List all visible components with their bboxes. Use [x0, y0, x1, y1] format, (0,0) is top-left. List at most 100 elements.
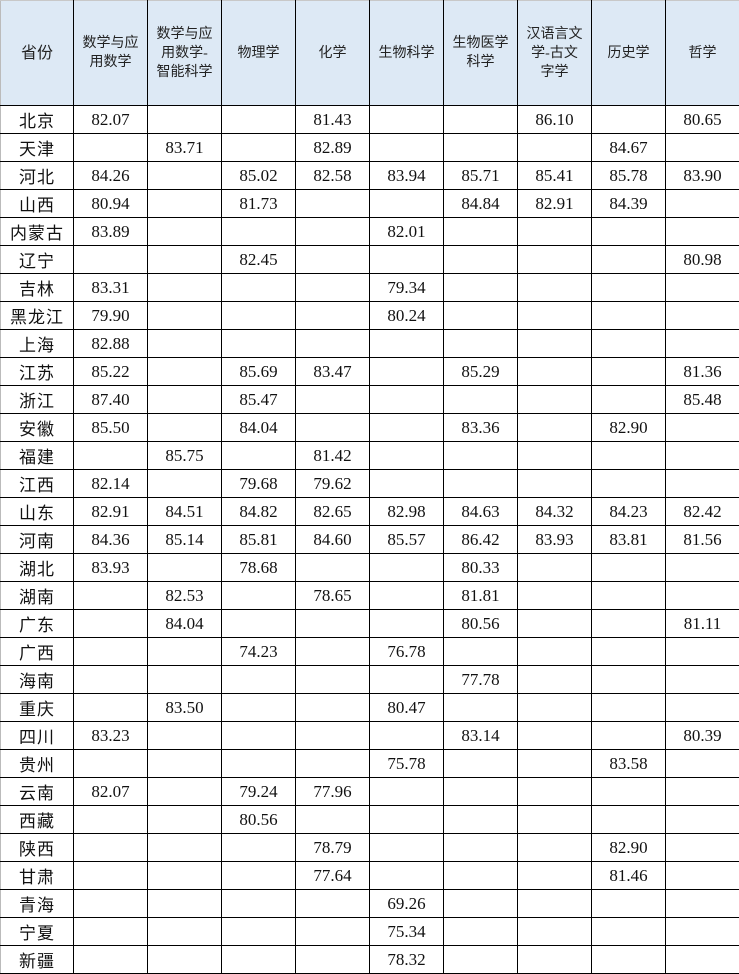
score-cell [147, 357, 222, 386]
score-cell [221, 693, 296, 722]
score-cell: 85.78 [591, 161, 666, 190]
score-cell: 83.89 [73, 217, 148, 246]
score-cell: 78.32 [369, 945, 444, 974]
score-cell [517, 777, 592, 806]
table-row: 湖南 82.53 78.65 81.81 [0, 581, 739, 610]
score-cell [147, 161, 222, 190]
score-cell: 83.50 [147, 693, 222, 722]
province-cell: 青海 [0, 889, 74, 918]
score-cell: 79.24 [221, 777, 296, 806]
score-cell [665, 777, 739, 806]
score-cell [443, 105, 518, 134]
score-cell [147, 749, 222, 778]
score-cell [295, 749, 370, 778]
province-cell: 辽宁 [0, 245, 74, 274]
score-cell: 85.22 [73, 357, 148, 386]
score-cell: 82.65 [295, 497, 370, 526]
score-cell: 74.23 [221, 637, 296, 666]
score-cell [73, 917, 148, 946]
score-cell [665, 833, 739, 862]
table-body: 北京 82.07 81.43 86.10 80.65 天津 83.71 82.89 84.67 河… [0, 105, 739, 974]
province-cell: 湖北 [0, 553, 74, 582]
score-cell: 83.81 [591, 525, 666, 554]
score-cell [591, 245, 666, 274]
score-cell [221, 133, 296, 162]
score-cell [591, 469, 666, 498]
score-cell [517, 721, 592, 750]
table-row: 四川 83.23 83.14 80.39 [0, 721, 739, 750]
score-cell: 83.94 [369, 161, 444, 190]
score-cell [369, 777, 444, 806]
score-cell: 82.58 [295, 161, 370, 190]
score-cell [369, 609, 444, 638]
score-cell [147, 805, 222, 834]
score-cell [591, 105, 666, 134]
province-cell: 北京 [0, 105, 74, 134]
score-cell [591, 553, 666, 582]
score-cell [295, 301, 370, 330]
score-cell: 82.01 [369, 217, 444, 246]
score-cell: 81.42 [295, 441, 370, 470]
score-cell [443, 917, 518, 946]
score-cell [517, 637, 592, 666]
score-cell [295, 917, 370, 946]
score-cell [517, 945, 592, 974]
score-cell: 69.26 [369, 889, 444, 918]
header-chinese-paleography: 汉语言文 学-古文 字学 [517, 0, 592, 106]
score-cell [443, 133, 518, 162]
score-cell: 85.81 [221, 525, 296, 554]
score-cell [591, 889, 666, 918]
table-row: 重庆 83.50 80.47 [0, 693, 739, 722]
score-cell [665, 917, 739, 946]
score-cell [295, 329, 370, 358]
score-cell [221, 749, 296, 778]
score-cell [665, 693, 739, 722]
score-cell [591, 385, 666, 414]
province-cell: 吉林 [0, 273, 74, 302]
score-cell [295, 385, 370, 414]
score-cell [591, 637, 666, 666]
score-cell [221, 609, 296, 638]
score-cell [221, 105, 296, 134]
score-cell: 82.90 [591, 833, 666, 862]
table-row: 北京 82.07 81.43 86.10 80.65 [0, 105, 739, 134]
score-cell: 77.64 [295, 861, 370, 890]
score-cell [517, 917, 592, 946]
score-cell [221, 861, 296, 890]
score-cell [295, 245, 370, 274]
score-cell: 86.42 [443, 525, 518, 554]
score-cell [221, 301, 296, 330]
score-cell [591, 665, 666, 694]
score-cell: 85.29 [443, 357, 518, 386]
score-cell [369, 189, 444, 218]
score-cell [517, 861, 592, 890]
score-cell [517, 441, 592, 470]
score-cell: 82.07 [73, 777, 148, 806]
header-physics: 物理学 [221, 0, 296, 106]
score-cell [147, 945, 222, 974]
score-cell [665, 189, 739, 218]
score-cell [295, 889, 370, 918]
table-row: 江苏 85.22 85.69 83.47 85.29 81.36 [0, 357, 739, 386]
score-cell [665, 273, 739, 302]
score-cell: 82.53 [147, 581, 222, 610]
score-cell [665, 553, 739, 582]
score-cell [369, 861, 444, 890]
score-cell [517, 329, 592, 358]
header-math-intelligent-science: 数学与应 用数学- 智能科学 [147, 0, 222, 106]
score-cell [517, 609, 592, 638]
score-cell: 84.39 [591, 189, 666, 218]
table-row: 湖北 83.93 78.68 80.33 [0, 553, 739, 582]
score-cell [591, 945, 666, 974]
score-cell: 80.56 [443, 609, 518, 638]
score-cell [443, 385, 518, 414]
score-cell [665, 861, 739, 890]
score-cell [665, 749, 739, 778]
score-cell [443, 945, 518, 974]
score-cell [591, 917, 666, 946]
province-cell: 河北 [0, 161, 74, 190]
score-cell [591, 357, 666, 386]
score-cell [73, 245, 148, 274]
score-cell [147, 861, 222, 890]
score-cell: 83.93 [73, 553, 148, 582]
